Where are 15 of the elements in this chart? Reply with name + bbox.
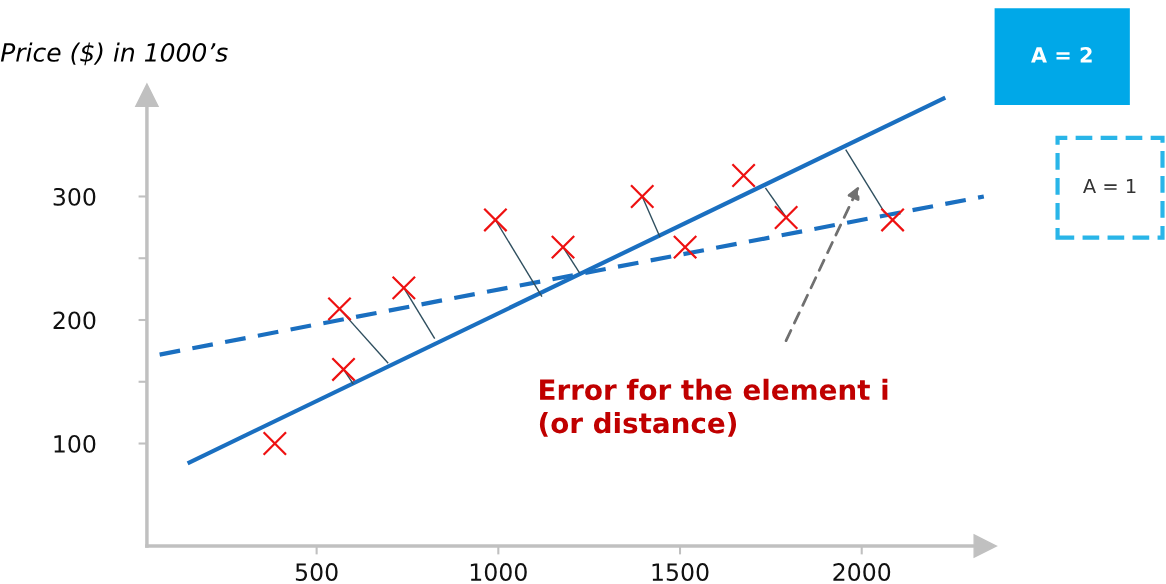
x-tick-label: 1000 [470, 563, 527, 581]
point [880, 207, 905, 233]
y-tick-label: 100 [54, 434, 96, 453]
y-tick-label: 200 [53, 311, 96, 330]
x-tick-label: 1500 [652, 563, 709, 581]
y-tick-label: 300 [53, 187, 96, 206]
x-tick-label: 2000 [833, 563, 891, 581]
point [731, 163, 756, 188]
text: A = 1 [1083, 178, 1136, 194]
x-tick-label: 500 [295, 563, 338, 581]
text: A = 2 [1031, 46, 1092, 63]
annotation: Error for the element i (or distance) [539, 378, 888, 437]
point [672, 234, 698, 260]
point [262, 431, 288, 456]
y-axis-title: Price ($) in 1000’s [0, 42, 228, 66]
